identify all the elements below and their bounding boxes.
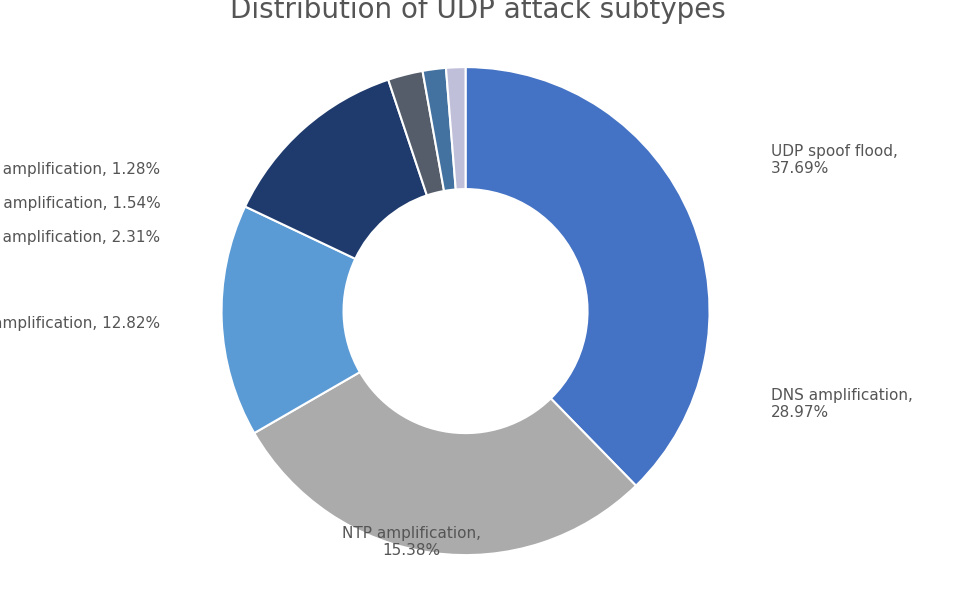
Text: NTP amplification,
15.38%: NTP amplification, 15.38% [342,526,482,558]
Wedge shape [254,372,636,555]
Text: SSDP amplification, 1.54%: SSDP amplification, 1.54% [0,196,161,211]
Text: CharGEN amplification, 1.28%: CharGEN amplification, 1.28% [0,162,161,177]
Wedge shape [221,207,360,433]
Wedge shape [422,68,455,191]
Text: UDP spoof flood,
37.69%: UDP spoof flood, 37.69% [770,143,897,176]
Wedge shape [465,67,710,486]
Text: Memcached amplification, 2.31%: Memcached amplification, 2.31% [0,231,161,245]
Text: DNS amplification,
28.97%: DNS amplification, 28.97% [770,387,913,420]
Wedge shape [245,80,427,259]
Title: Distribution of UDP attack subtypes: Distribution of UDP attack subtypes [230,0,725,24]
Text: CLDAP amplification, 12.82%: CLDAP amplification, 12.82% [0,316,161,331]
Wedge shape [388,71,444,195]
Wedge shape [446,67,465,190]
